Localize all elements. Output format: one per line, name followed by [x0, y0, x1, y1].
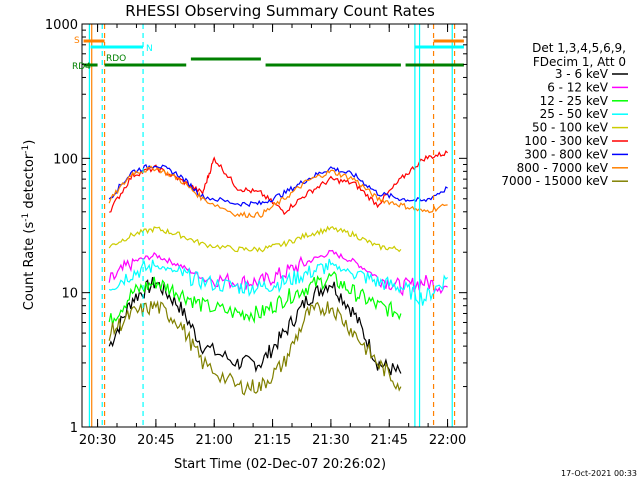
series-line-5: [109, 150, 449, 216]
legend-entry-label: 7000 - 15000 keV: [501, 174, 608, 188]
plot-frame: [81, 23, 468, 428]
series-line-0: [108, 276, 402, 376]
legend-entry-label: 50 - 100 keV: [532, 121, 609, 135]
y-tick-label: 1000: [45, 18, 78, 33]
x-tick-label: 21:00: [195, 433, 232, 448]
legend: Det 1,3,4,5,6,9,FDecim 1, Att 03 - 6 keV…: [501, 41, 628, 188]
y-tick-label: 10: [61, 287, 78, 302]
plot-area: [83, 24, 464, 427]
footer-timestamp: 17-Oct-2021 00:33: [561, 469, 637, 478]
legend-header: Det 1,3,4,5,6,9,: [532, 41, 626, 55]
legend-entry-label: 12 - 25 keV: [540, 94, 609, 108]
x-tick-label: 21:15: [254, 433, 291, 448]
series-line-2: [108, 271, 402, 325]
series-line-7: [108, 165, 448, 218]
flag-labels: S N RDO RD4: [72, 36, 153, 72]
chart-title: RHESSI Observing Summary Count Rates: [125, 2, 435, 20]
series-line-3: [108, 258, 449, 306]
legend-entry-label: 100 - 300 keV: [524, 134, 608, 148]
legend-header: FDecim 1, Att 0: [533, 55, 626, 69]
series-line-4: [108, 225, 402, 253]
legend-entry-label: 25 - 50 keV: [540, 107, 609, 121]
x-tick-label: 21:45: [370, 433, 407, 448]
series-line-6: [108, 164, 448, 208]
x-axis-label: Start Time (02-Dec-07 20:26:02): [174, 457, 386, 472]
flag-label: RDO: [106, 54, 126, 64]
y-tick-label: 100: [53, 152, 78, 167]
flag-label: S: [74, 36, 80, 46]
x-tick-label: 20:30: [79, 433, 116, 448]
legend-entry-label: 800 - 7000 keV: [517, 161, 609, 175]
x-tick-label: 22:00: [429, 433, 466, 448]
x-tick-label: 21:30: [312, 433, 349, 448]
flag-label: RD4: [72, 62, 91, 72]
series-line-8: [108, 300, 402, 396]
y-axis-ticks: 1 10 100 1000: [45, 18, 467, 436]
y-axis-label: Count Rate (s-1 detector-1): [21, 140, 37, 311]
x-tick-label: 20:45: [137, 433, 174, 448]
legend-entry-label: 6 - 12 keV: [547, 80, 609, 94]
flag-label: N: [146, 44, 153, 54]
y-tick-label: 1: [70, 421, 78, 436]
legend-entry-label: 300 - 800 keV: [524, 147, 608, 161]
x-axis-ticks: 20:30 20:45 21:00 21:15 21:30 21:45 22:00: [79, 24, 466, 448]
legend-entry-label: 3 - 6 keV: [555, 67, 609, 81]
